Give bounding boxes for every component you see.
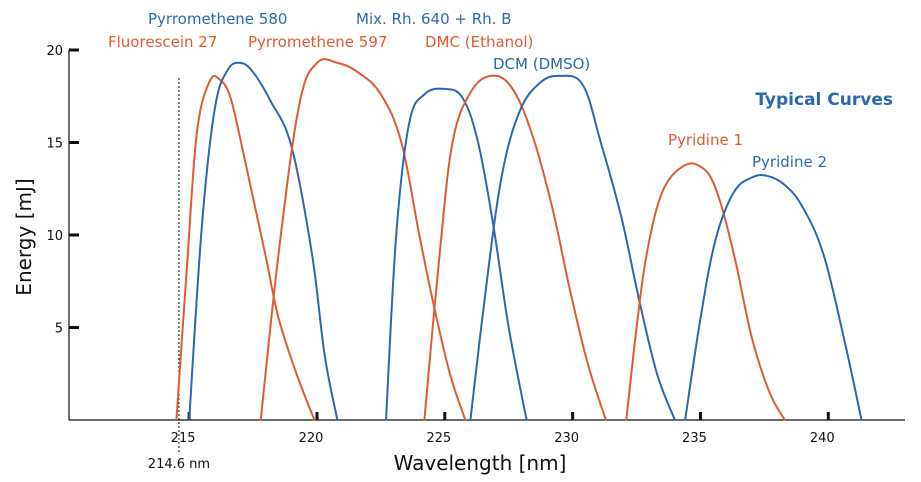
series-curve-mix-rh-640-rh-b	[385, 87, 528, 421]
x-tick-label: 235	[682, 431, 707, 446]
series-curve-pyridine-2	[684, 174, 863, 421]
x-ticks: 215 220 225 230 235 240	[171, 412, 835, 446]
y-ticks: 5 10 15 20	[46, 44, 79, 337]
label-dcm-dmso: DCM (DMSO)	[493, 55, 590, 73]
label-fluorescein-27: Fluorescein 27	[108, 33, 217, 51]
series-curve-pyrromethene-580	[188, 61, 339, 421]
y-tick-label: 10	[46, 229, 63, 244]
x-tick-label: 240	[810, 431, 835, 446]
x-tick-label: 225	[426, 431, 451, 446]
series-curve-fluorescein-27	[175, 74, 316, 421]
x-tick-label: 230	[554, 431, 579, 446]
label-pyrromethene-580: Pyrromethene 580	[148, 10, 287, 28]
chart-title: Typical Curves	[755, 90, 893, 110]
y-tick-label: 5	[55, 322, 63, 337]
label-mix-rh-640: Mix. Rh. 640 + Rh. B	[356, 10, 511, 28]
x-tick-label: 220	[299, 431, 324, 446]
series-curve-dmc-ethanol	[423, 74, 607, 421]
series-curve-pyrromethene-597	[259, 58, 467, 421]
label-pyrromethene-597: Pyrromethene 597	[248, 33, 387, 51]
marker-label: 214.6 nm	[148, 457, 210, 472]
x-axis-title: Wavelength [nm]	[394, 451, 567, 475]
x-tick-label: 215	[171, 431, 196, 446]
series-curve-dcm-dmso	[469, 74, 676, 421]
label-pyridine-2: Pyridine 2	[752, 153, 827, 171]
series-curve-pyridine-1	[625, 162, 786, 421]
y-axis-title: Energy [mJ]	[12, 178, 36, 295]
label-dmc-ethanol: DMC (Ethanol)	[425, 33, 533, 51]
label-pyridine-1: Pyridine 1	[668, 131, 743, 149]
curves-group	[175, 58, 863, 421]
y-tick-label: 15	[46, 137, 63, 152]
y-tick-label: 20	[46, 44, 63, 59]
